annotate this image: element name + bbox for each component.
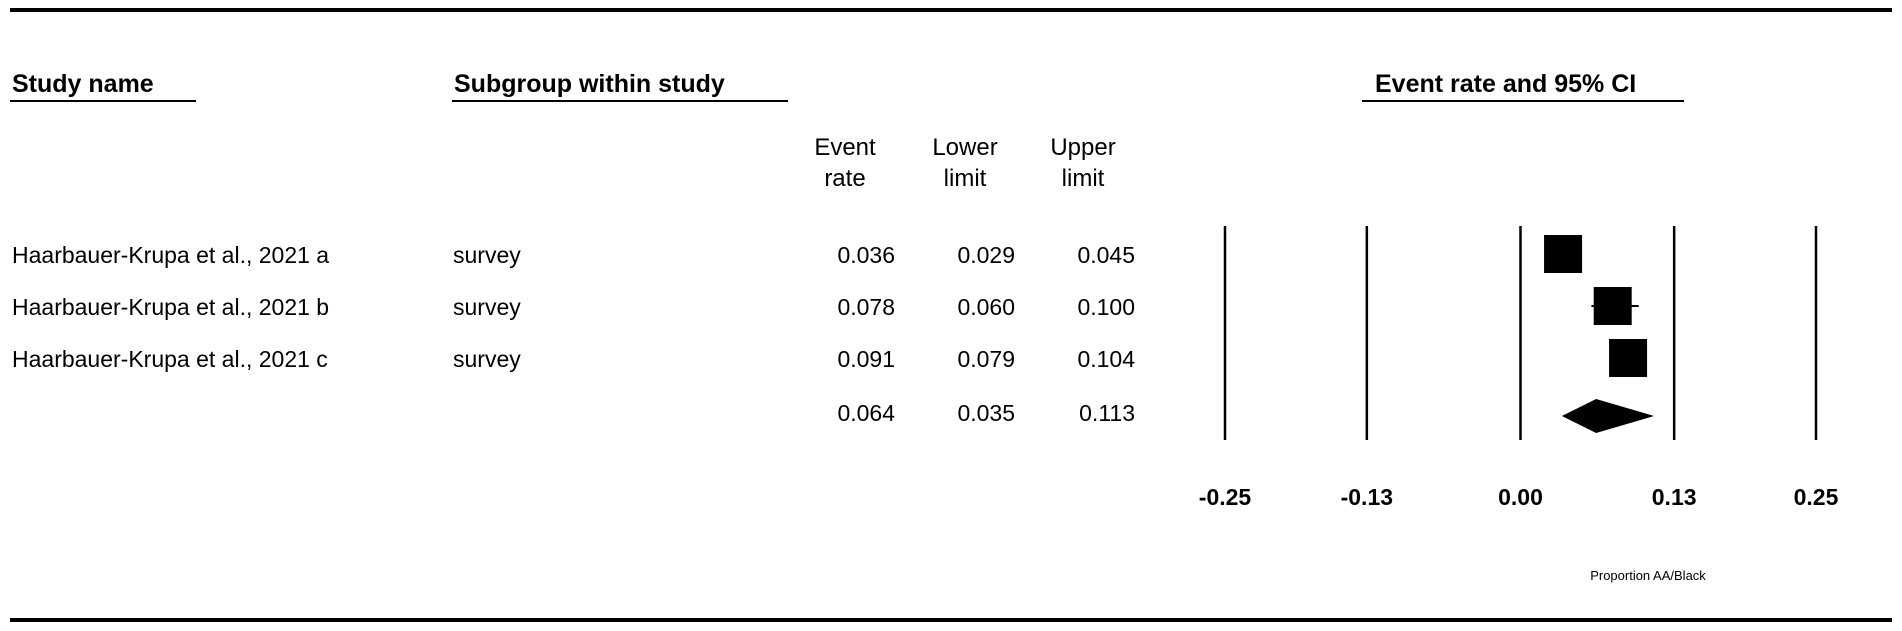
- x-tick-label: -0.25: [1199, 484, 1252, 510]
- table-row-event-rate: 0.036: [837, 242, 895, 268]
- study-name-header: Study name: [12, 70, 154, 98]
- table-row-event-rate: 0.078: [837, 294, 895, 320]
- summary-event-rate: 0.064: [837, 400, 895, 426]
- subgroup-header: Subgroup within study: [454, 70, 725, 98]
- study-point-square: [1544, 235, 1583, 273]
- table-row-study: Haarbauer-Krupa et al., 2021 c: [12, 346, 328, 372]
- table-row-lower-limit: 0.079: [957, 346, 1015, 372]
- bottom-rule: [10, 618, 1892, 622]
- table-row-study: Haarbauer-Krupa et al., 2021 b: [12, 294, 330, 320]
- x-tick-label: 0.25: [1794, 484, 1839, 510]
- upper-limit-header-line2: limit: [1061, 165, 1105, 192]
- lower-limit-header-line2: limit: [943, 165, 987, 192]
- table-row-upper-limit: 0.100: [1077, 294, 1135, 320]
- x-tick-label: -0.13: [1341, 484, 1393, 510]
- x-axis-label: Proportion AA/Black: [1590, 568, 1706, 583]
- x-tick-label: 0.00: [1498, 484, 1543, 510]
- study-name-underline: [10, 100, 196, 102]
- upper-limit-header-line1: Upper: [1050, 134, 1116, 161]
- study-point-square: [1609, 339, 1648, 377]
- lower-limit-column-header: Lower limit: [918, 132, 1012, 194]
- table-row-lower-limit: 0.029: [957, 242, 1015, 268]
- upper-limit-column-header: Upper limit: [1036, 132, 1130, 194]
- table-row-upper-limit: 0.045: [1077, 242, 1135, 268]
- table-row-lower-limit: 0.060: [957, 294, 1015, 320]
- summary-diamond: [1561, 399, 1655, 433]
- table-row-upper-limit: 0.104: [1077, 346, 1135, 372]
- event-rate-ci-underline: [1362, 100, 1684, 102]
- subgroup-underline: [452, 100, 788, 102]
- event-rate-ci-header: Event rate and 95% CI: [1375, 70, 1637, 98]
- event-rate-column-header: Event rate: [800, 132, 890, 194]
- table-row-subgroup: survey: [453, 242, 521, 268]
- summary-lower-limit: 0.035: [957, 400, 1015, 426]
- lower-limit-header-line1: Lower: [932, 134, 998, 161]
- summary-upper-limit: 0.113: [1079, 400, 1135, 426]
- table-row-event-rate: 0.091: [837, 346, 895, 372]
- top-rule: [10, 8, 1892, 12]
- x-tick-label: 0.13: [1652, 484, 1697, 510]
- table-row-subgroup: survey: [453, 294, 521, 320]
- table-row-subgroup: survey: [453, 346, 521, 372]
- table-row-study: Haarbauer-Krupa et al., 2021 a: [12, 242, 330, 268]
- event-rate-header-line1: Event: [814, 134, 876, 161]
- event-rate-header-line2: rate: [824, 165, 866, 192]
- study-point-square: [1593, 287, 1632, 325]
